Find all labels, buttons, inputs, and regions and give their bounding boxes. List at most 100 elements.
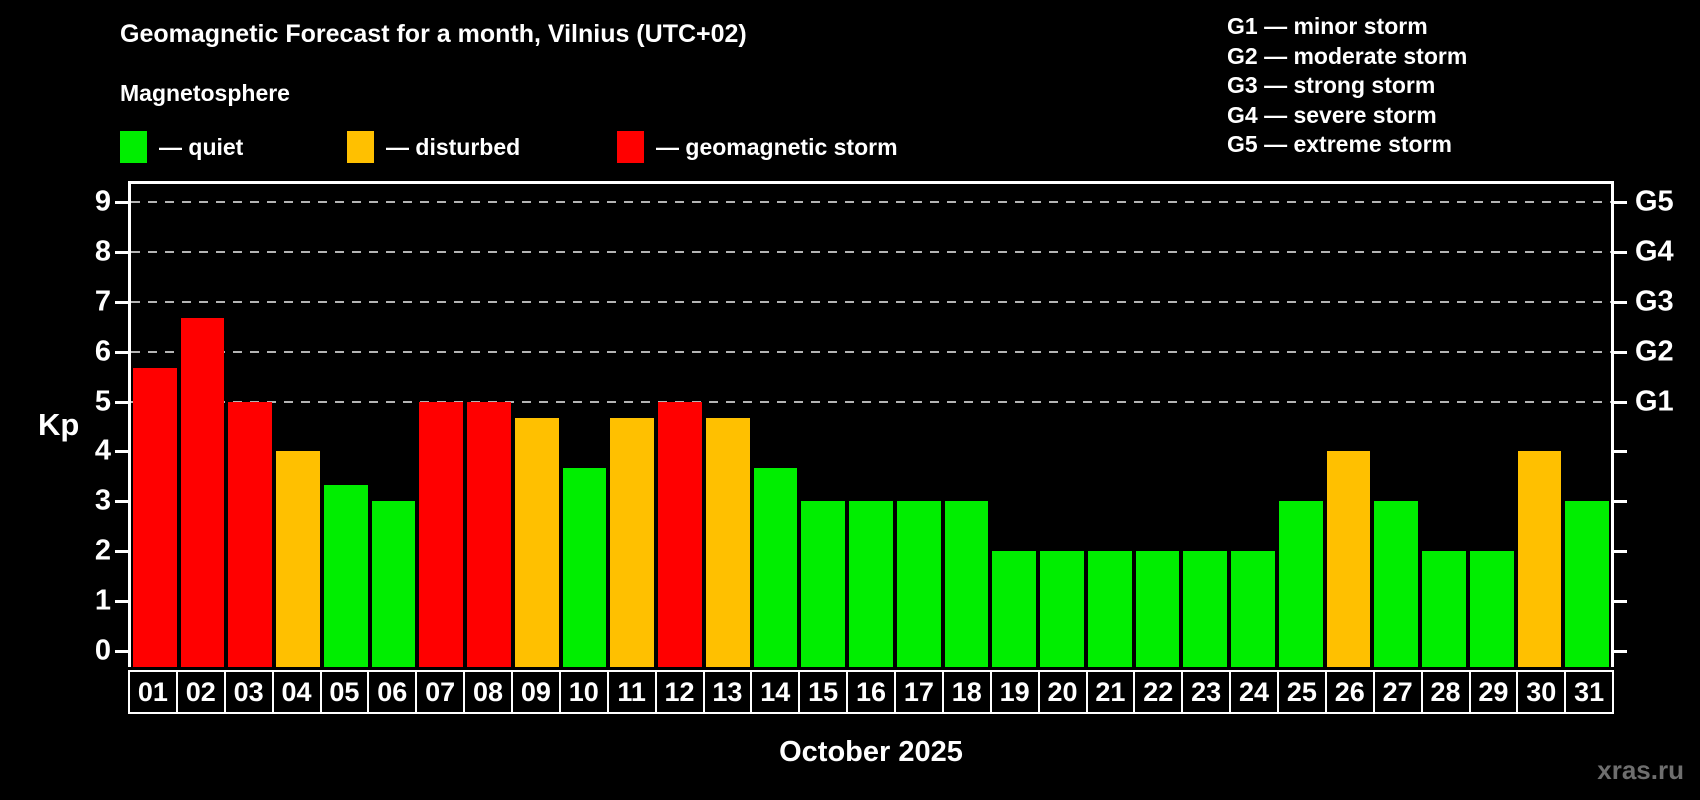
y-axis-tick-left-4 [115,450,128,454]
gridline-kp-5 [131,400,1611,403]
g-scale-legend: G1 — minor storm G2 — moderate storm G3 — … [1227,12,1467,160]
kp-bar-day-08 [467,401,511,667]
gridline-kp-8 [131,251,1611,254]
day-label-19: 19 [989,670,1040,714]
y-axis-tick-left-3 [115,500,128,504]
kp-bar-day-10 [562,467,607,667]
g-level-label-g3: G3 [1635,285,1674,318]
kp-bar-day-09 [514,418,559,667]
y-axis-tick-left-0 [115,649,128,653]
g-legend-line-g3: G3 — strong storm [1227,72,1436,98]
gridline-kp-7 [131,301,1611,303]
kp-bar-day-25 [1278,501,1323,667]
day-label-17: 17 [894,670,944,714]
legend-item-disturbed: — disturbed [347,128,520,166]
day-label-30: 30 [1516,670,1567,714]
day-label-15: 15 [798,670,849,714]
kp-bar-day-29 [1469,550,1514,667]
day-label-01: 01 [128,670,178,714]
kp-bar-day-12 [658,401,702,667]
g-legend-line-g4: G4 — severe storm [1227,101,1437,128]
g-level-label-g5: G5 [1635,185,1674,218]
y-axis-tick-left-8 [115,251,128,255]
kp-bar-day-28 [1422,550,1466,667]
y-axis-tick-right-7 [1614,301,1627,304]
day-label-08: 08 [463,670,513,714]
day-label-20: 20 [1037,670,1088,714]
legend-swatch-quiet [120,131,147,163]
day-label-12: 12 [654,670,705,714]
day-label-28: 28 [1420,670,1471,714]
plot-area: 0 1 2 3 4 5 G1 6 G2 7 G3 8 G4 9 G5 [95,181,1674,667]
y-axis-tick-left-7 [115,301,128,304]
day-label-27: 27 [1372,670,1423,714]
y-axis-tick-left-5 [115,400,128,404]
kp-bar-day-19 [992,550,1037,667]
g-level-label-g1: G1 [1635,385,1674,418]
kp-bar-day-26 [1326,451,1371,667]
kp-bar-day-24 [1231,550,1275,667]
y-axis-tick-right-0 [1614,649,1627,653]
page-title: Geomagnetic Forecast for a month, Vilniu… [120,20,747,48]
kp-bar-day-30 [1517,451,1562,667]
kp-bar-day-06 [371,501,416,667]
y-axis-tick-left-1 [115,599,128,603]
g-legend-line-g1: G1 — minor storm [1227,13,1428,39]
kp-bar-day-18 [944,501,989,667]
legend-item-quiet: — quiet [120,128,243,166]
y-axis-tick-left-2 [115,549,128,553]
y-tick-label-3: 3 [94,484,111,517]
day-label-09: 09 [511,670,561,714]
kp-bar-day-21 [1087,550,1132,667]
watermark: xras.ru [1597,755,1684,785]
kp-bar-day-05 [323,484,368,667]
kp-bar-day-07 [419,401,464,667]
chart-subtitle: Magnetosphere [120,80,290,106]
y-axis-tick-right-4 [1614,450,1627,454]
y-tick-label-6: 6 [94,335,111,368]
y-axis-tick-right-9 [1614,201,1627,205]
legend-label-disturbed: — disturbed [386,133,521,160]
legend-swatch-storm [617,131,644,163]
day-label-11: 11 [606,670,657,714]
day-label-02: 02 [175,670,226,714]
kp-bar-day-16 [849,501,893,667]
kp-bar-day-17 [896,501,941,667]
y-tick-label-1: 1 [94,584,111,617]
kp-bar-day-27 [1374,501,1419,667]
day-label-10: 10 [558,670,609,714]
day-label-23: 23 [1181,670,1232,714]
legend-label-quiet: — quiet [159,133,244,160]
day-label-05: 05 [319,670,370,714]
day-label-31: 31 [1564,670,1615,714]
y-axis-tick-right-1 [1614,599,1627,603]
kp-bar-day-15 [801,501,846,667]
y-tick-label-2: 2 [94,534,111,567]
legend-swatch-disturbed [347,131,374,163]
day-label-16: 16 [846,670,896,714]
day-label-03: 03 [223,670,274,714]
x-axis-day-labels: 01 02 03 04 05 06 07 08 09 10 11 12 13 14 15 16 17 18 19 20… [128,670,1615,714]
kp-bar-day-31 [1565,501,1609,667]
g-level-label-g2: G2 [1635,335,1674,368]
day-label-13: 13 [702,670,753,714]
y-tick-label-0: 0 [94,634,111,667]
g-legend-line-g2: G2 — moderate storm [1227,42,1468,69]
day-label-29: 29 [1468,670,1519,714]
kp-bar-day-11 [610,418,655,667]
day-label-14: 14 [750,670,801,714]
day-label-24: 24 [1229,670,1279,714]
y-axis-tick-right-2 [1614,549,1627,553]
kp-bar-day-23 [1183,550,1228,667]
kp-bar-day-14 [753,467,798,667]
y-axis-tick-left-6 [115,350,128,354]
y-axis-tick-right-8 [1614,251,1627,255]
kp-status-legend: — quiet — disturbed — geomagnetic storm [0,128,1100,166]
kp-bar-day-04 [276,451,320,667]
day-label-22: 22 [1133,670,1184,714]
day-label-18: 18 [941,670,992,714]
y-tick-label-7: 7 [94,285,111,318]
g-legend-line-g5: G5 — extreme storm [1227,131,1452,157]
g-level-label-g4: G4 [1635,235,1674,268]
